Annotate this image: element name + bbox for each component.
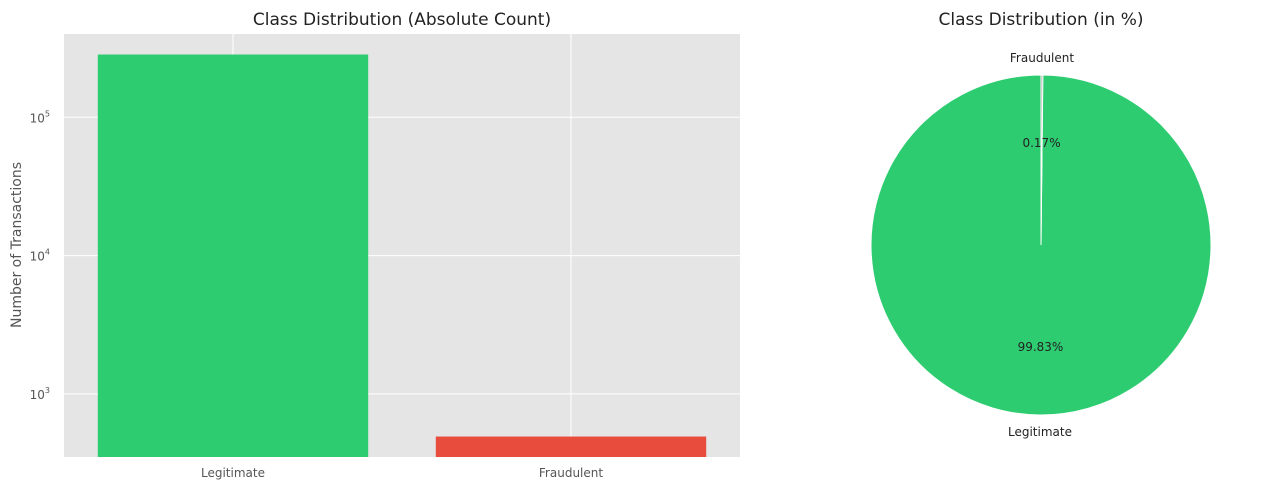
bar-x-ticks: Legitimate Fraudulent	[201, 466, 603, 480]
bar-y-axis-label: Number of Transactions	[9, 162, 25, 328]
pie-slices	[870, 74, 1212, 416]
x-tick-label: Fraudulent	[539, 466, 603, 480]
pie-labels: Legitimate 99.83% Fraudulent 0.17%	[1008, 51, 1074, 439]
pie-slice-fraudulent	[1040, 74, 1044, 246]
pie-percent-label: 0.17%	[1022, 136, 1060, 150]
bar-fraudulent	[435, 436, 707, 457]
bar-legitimate	[97, 54, 369, 458]
y-tick-label: 104	[30, 248, 50, 264]
y-tick-label: 103	[30, 386, 50, 402]
pie-chart-title: Class Distribution (in %)	[938, 10, 1143, 30]
pie-chart: Class Distribution (in %) Legitimate 99.8…	[870, 10, 1212, 439]
bar-y-ticks: 103 104 105	[30, 109, 50, 402]
pie-percent-label: 99.83%	[1018, 340, 1064, 354]
pie-category-label: Legitimate	[1008, 425, 1072, 439]
bar-chart-title: Class Distribution (Absolute Count)	[253, 10, 551, 30]
x-tick-label: Legitimate	[201, 466, 265, 480]
bar-chart: Class Distribution (Absolute Count) 1031…	[9, 10, 740, 480]
bar-bars	[97, 54, 707, 458]
pie-category-label: Fraudulent	[1010, 51, 1074, 65]
y-tick-label: 105	[30, 109, 50, 125]
